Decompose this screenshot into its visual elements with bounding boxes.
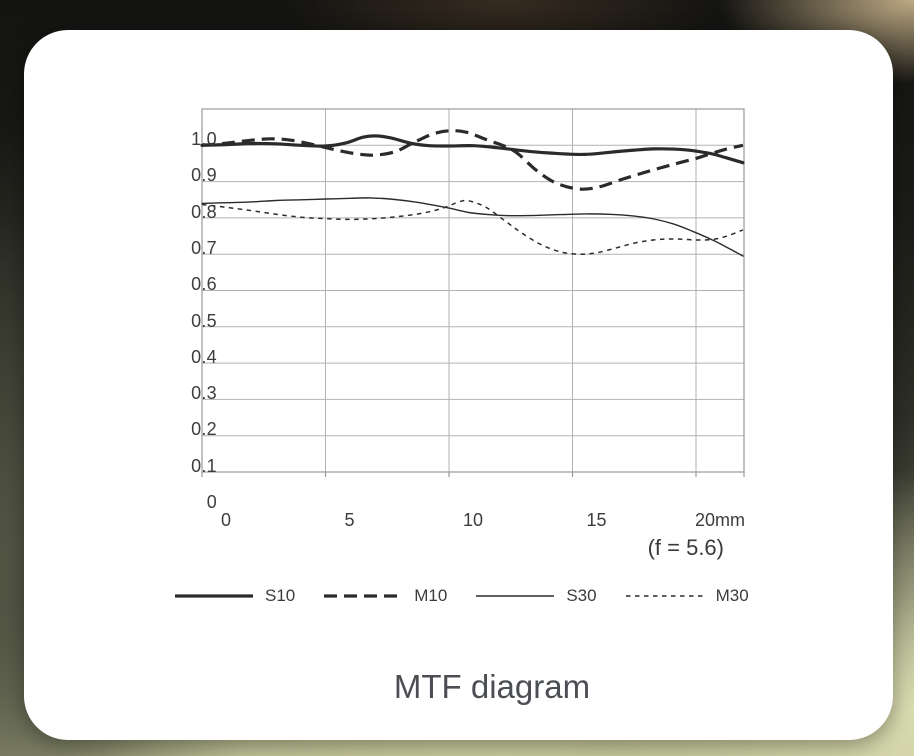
series-curve-s10 — [200, 134, 745, 165]
y-tick-label: 0 — [206, 492, 217, 512]
x-tick-label: 15 — [586, 510, 607, 530]
legend-label: S10 — [265, 586, 296, 605]
x-tick-label: 20mm — [694, 510, 745, 530]
y-tick-label: 0.6 — [191, 274, 217, 295]
legend-item-s10: S10 — [174, 586, 295, 606]
y-tick-label: 1.0 — [191, 129, 217, 149]
aperture-label: (f = 5.6) — [647, 535, 724, 560]
legend-line-swatch — [324, 594, 403, 598]
series-curve-m30 — [201, 199, 744, 255]
x-tick-label: 5 — [344, 510, 355, 530]
chart-title: MTF diagram — [393, 668, 591, 705]
legend-line-swatch — [175, 594, 253, 598]
chart-legend: S10 M10 S30 M30 — [174, 583, 749, 609]
mtf-plot-area — [200, 108, 745, 477]
plot-border — [201, 108, 745, 473]
y-tick-label: 0.3 — [191, 383, 217, 404]
x-axis-labels: 0 5 10 15 20mm — [24, 30, 914, 540]
legend-item-s30: S30 — [475, 586, 597, 606]
legend-line-swatch — [476, 595, 555, 597]
legend-label: M30 — [715, 586, 749, 605]
x-tick-label: 10 — [462, 510, 484, 530]
legend-label: M10 — [414, 586, 448, 605]
legend-item-m10: M10 — [323, 586, 447, 606]
legend-item-m30: M30 — [625, 586, 749, 606]
legend-label: S30 — [566, 586, 597, 605]
x-tick-label: 0 — [220, 510, 231, 530]
y-tick-label: 0.8 — [191, 201, 217, 222]
series-curve-s30 — [201, 197, 744, 257]
y-axis-labels: 1.0 0.9 0.8 0.7 0.6 0.5 0.4 0.3 0.2 0.1 0 — [134, 30, 217, 530]
y-tick-label: 0.9 — [191, 165, 217, 186]
y-tick-label: 0.2 — [191, 419, 217, 440]
y-tick-label: 0.7 — [191, 237, 217, 258]
legend-line-swatch — [625, 595, 704, 597]
y-tick-label: 0.4 — [191, 346, 217, 367]
series-curve-m10 — [201, 129, 744, 191]
y-tick-label: 0.1 — [191, 455, 217, 476]
y-tick-label: 0.5 — [191, 310, 217, 331]
chart-card: 1.0 0.9 0.8 0.7 0.6 0.5 0.4 0.3 0.2 0.1 0 0 5 10 15 20… — [24, 30, 893, 740]
